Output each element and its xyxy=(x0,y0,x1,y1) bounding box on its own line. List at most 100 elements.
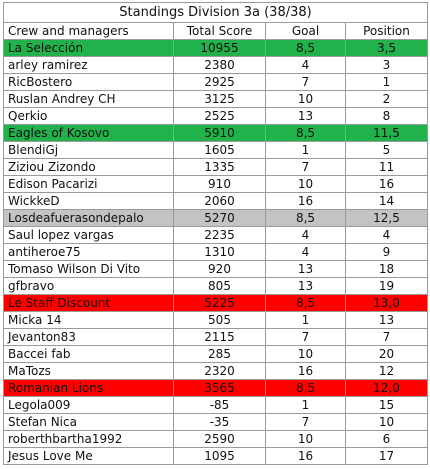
table-row: BlendiGj 1605 1 5 xyxy=(3,141,428,159)
cell: 2320 xyxy=(173,362,266,380)
cell: 10 xyxy=(265,345,346,363)
cell: 8,5 xyxy=(265,209,346,227)
cell: 13 xyxy=(345,311,428,329)
table-row: arley ramirez 2380 4 3 xyxy=(3,56,428,74)
cell: 2590 xyxy=(173,430,266,448)
crew-name: Edison Pacarizi xyxy=(3,175,174,193)
cell: 3 xyxy=(345,56,428,74)
crew-name: Qerkio xyxy=(3,107,174,125)
cell: 7 xyxy=(265,328,346,346)
cell: 2235 xyxy=(173,226,266,244)
cell: 4 xyxy=(345,226,428,244)
cell: -35 xyxy=(173,413,266,431)
table-row: Qerkio 2525 13 8 xyxy=(3,107,428,125)
cell: -85 xyxy=(173,396,266,414)
cell: 1 xyxy=(265,311,346,329)
cell: 10 xyxy=(265,175,346,193)
cell: 3125 xyxy=(173,90,266,108)
cell: 1335 xyxy=(173,158,266,176)
crew-name: Stefan Nica xyxy=(3,413,174,431)
cell: 4 xyxy=(265,243,346,261)
cell: 9 xyxy=(345,243,428,261)
cell: 5910 xyxy=(173,124,266,142)
cell: 10955 xyxy=(173,39,266,57)
crew-name: Saul lopez vargas xyxy=(3,226,174,244)
crew-name: arley ramirez xyxy=(3,56,174,74)
table-row: Eagles of Kosovo 5910 8,5 11,5 xyxy=(3,124,428,142)
cell: 8 xyxy=(345,107,428,125)
crew-name: Losdeafuerasondepalo xyxy=(3,209,174,227)
cell: 6 xyxy=(345,430,428,448)
cell: 8,5 xyxy=(265,124,346,142)
crew-name: WickkeD xyxy=(3,192,174,210)
table-row: La Selección 10955 8,5 3,5 xyxy=(3,39,428,57)
crew-name: antiheroe75 xyxy=(3,243,174,261)
table-row: Romanian Lions 3565 8,5 12,0 xyxy=(3,379,428,397)
crew-name: gfbravo xyxy=(3,277,174,295)
header-cell: Position xyxy=(345,22,428,40)
table-row: roberthbartha1992 2590 10 6 xyxy=(3,430,428,448)
cell: 8,5 xyxy=(265,294,346,312)
cell: 2 xyxy=(345,90,428,108)
cell: 16 xyxy=(265,447,346,465)
cell: 1 xyxy=(265,141,346,159)
crew-name: Baccei fab xyxy=(3,345,174,363)
crew-name: Tomaso Wilson Di Vito xyxy=(3,260,174,278)
crew-name: BlendiGj xyxy=(3,141,174,159)
crew-name: La Selección xyxy=(3,39,174,57)
table-row: Stefan Nica -35 7 10 xyxy=(3,413,428,431)
table-row: Tomaso Wilson Di Vito 920 13 18 xyxy=(3,260,428,278)
crew-name: Le Staff Discount xyxy=(3,294,174,312)
cell: 505 xyxy=(173,311,266,329)
table-row: Jesus Love Me 1095 16 17 xyxy=(3,447,428,465)
cell: 2115 xyxy=(173,328,266,346)
cell: 1310 xyxy=(173,243,266,261)
table-row: MaTozs 2320 16 12 xyxy=(3,362,428,380)
table-row: Losdeafuerasondepalo 5270 8,5 12,5 xyxy=(3,209,428,227)
cell: 8,5 xyxy=(265,379,346,397)
table-row: Edison Pacarizi 910 10 16 xyxy=(3,175,428,193)
cell: 1605 xyxy=(173,141,266,159)
crew-name: RicBostero xyxy=(3,73,174,91)
cell: 13 xyxy=(265,277,346,295)
crew-name: Ziziou Zizondo xyxy=(3,158,174,176)
table-title: Standings Division 3a (38/38) xyxy=(3,2,428,23)
cell: 7 xyxy=(265,158,346,176)
cell: 8,5 xyxy=(265,39,346,57)
cell: 2060 xyxy=(173,192,266,210)
header-cell: Total Score xyxy=(173,22,266,40)
cell: 15 xyxy=(345,396,428,414)
cell: 5 xyxy=(345,141,428,159)
cell: 2525 xyxy=(173,107,266,125)
table-row: Baccei fab 285 10 20 xyxy=(3,345,428,363)
cell: 12,0 xyxy=(345,379,428,397)
crew-name: Eagles of Kosovo xyxy=(3,124,174,142)
cell: 12 xyxy=(345,362,428,380)
table-row: Ruslan Andrey CH 3125 10 2 xyxy=(3,90,428,108)
crew-name: Romanian Lions xyxy=(3,379,174,397)
table-row: gfbravo 805 13 19 xyxy=(3,277,428,295)
cell: 1095 xyxy=(173,447,266,465)
crew-name: MaTozs xyxy=(3,362,174,380)
cell: 3565 xyxy=(173,379,266,397)
cell: 13 xyxy=(265,107,346,125)
header-cell: Goal xyxy=(265,22,346,40)
table-row: Le Staff Discount 5225 8,5 13,0 xyxy=(3,294,428,312)
cell: 2925 xyxy=(173,73,266,91)
header-cell: Crew and managers xyxy=(3,22,174,40)
table-body: Standings Division 3a (38/38) Crew and m… xyxy=(3,2,428,465)
cell: 5270 xyxy=(173,209,266,227)
standings-table: Standings Division 3a (38/38) Crew and m… xyxy=(3,2,428,465)
cell: 14 xyxy=(345,192,428,210)
cell: 12,5 xyxy=(345,209,428,227)
cell: 11,5 xyxy=(345,124,428,142)
cell: 18 xyxy=(345,260,428,278)
cell: 20 xyxy=(345,345,428,363)
cell: 2380 xyxy=(173,56,266,74)
cell: 5225 xyxy=(173,294,266,312)
cell: 10 xyxy=(265,430,346,448)
crew-name: roberthbartha1992 xyxy=(3,430,174,448)
table-row: Legola009 -85 1 15 xyxy=(3,396,428,414)
cell: 11 xyxy=(345,158,428,176)
